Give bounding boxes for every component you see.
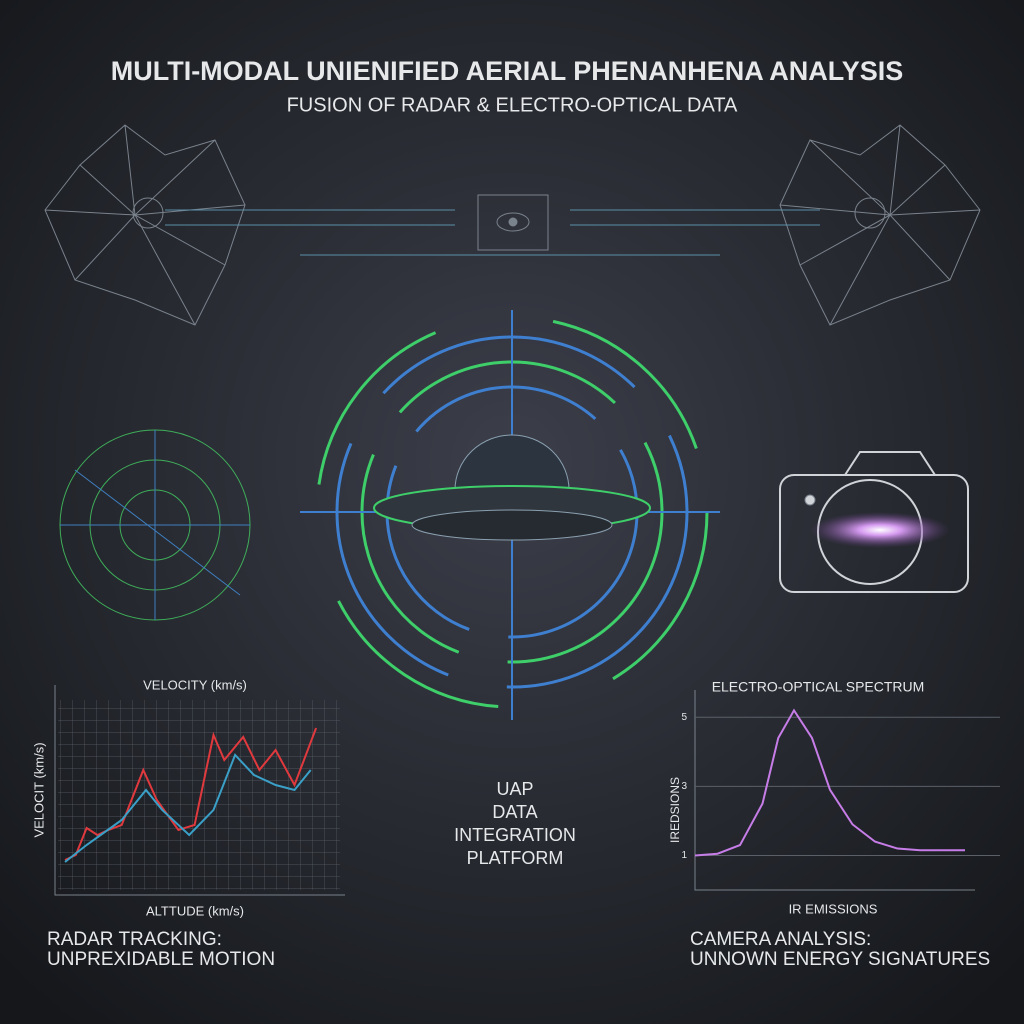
center-label-line: PLATFORM (467, 848, 564, 868)
center-label-line: DATA (492, 802, 537, 822)
x-axis-label: IR EMISSIONS (789, 901, 878, 916)
center-label-line: UAP (496, 779, 533, 799)
center-label: UAP DATA INTEGRATION PLATFORM (454, 779, 576, 868)
y-axis-label: VELOCIT (km/s) (31, 742, 46, 837)
y-tick-label: 5 (681, 712, 687, 723)
caption: UNNOWN ENERGY SIGNATURES (690, 949, 990, 970)
grid (58, 700, 340, 890)
title: MULTI-MODAL UNIENIFIED AERIAL PHENANHENA… (111, 56, 904, 86)
series-line (64, 727, 318, 861)
center-label-line: INTEGRATION (454, 825, 576, 845)
series-line (64, 753, 312, 863)
y-tick-label: 1 (681, 850, 687, 861)
decoration (44, 124, 981, 720)
axes (54, 685, 345, 896)
x-axis-label: ALTTUDE (km/s) (146, 903, 244, 918)
y-axis-label: IREDSIONS (668, 777, 682, 843)
caption: CAMERA ANALYSIS: (690, 929, 871, 950)
axes (694, 690, 975, 891)
energy-glow (810, 512, 950, 548)
y-tick-label: 3 (681, 781, 687, 792)
subtitle: FUSION OF RADAR & ELECTRO-OPTICAL DATA (287, 94, 738, 116)
chart-title: VELOCITY (km/s) (143, 677, 247, 692)
series-line (694, 708, 965, 857)
chart-title: ELECTRO-OPTICAL SPECTRUM (712, 679, 925, 695)
caption: UNPREXIDABLE MOTION (47, 949, 275, 970)
caption: RADAR TRACKING: (47, 929, 222, 950)
